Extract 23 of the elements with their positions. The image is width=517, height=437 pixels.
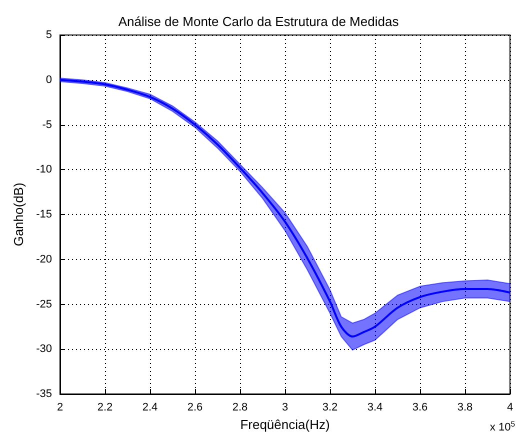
x-tick-label: 2.8 (232, 402, 248, 414)
y-tick-label: -15 (36, 208, 52, 220)
chart-title: Análise de Monte Carlo da Estrutura de Medidas (118, 14, 400, 29)
x-tick-label: 3.2 (322, 402, 338, 414)
y-tick-label: 5 (46, 29, 52, 41)
x-tick-label: 3.4 (367, 402, 383, 414)
y-tick-label: -30 (36, 343, 52, 356)
x-tick-label: 3.6 (412, 402, 428, 414)
x-tick-label: 3.8 (457, 402, 473, 414)
y-tick-label: -20 (36, 253, 52, 266)
x-tick-label: 4 (506, 402, 514, 414)
x-tick-label: 2 (56, 402, 64, 414)
y-tick-label: -5 (42, 118, 52, 131)
x-tick-label: 2.4 (142, 402, 158, 414)
x-tick-label: 2.6 (187, 402, 203, 414)
y-tick-label: 0 (46, 74, 52, 86)
y-tick-label: -25 (36, 298, 52, 310)
y-axis-title: Ganho(dB) (11, 182, 26, 246)
y-tick-label: -10 (36, 164, 52, 176)
x-tick-label: 3 (282, 402, 288, 414)
y-tick-label: -35 (36, 388, 52, 400)
x-tick-label: 2.2 (97, 402, 113, 414)
x-axis-title: Freqüência(Hz) (240, 416, 330, 432)
